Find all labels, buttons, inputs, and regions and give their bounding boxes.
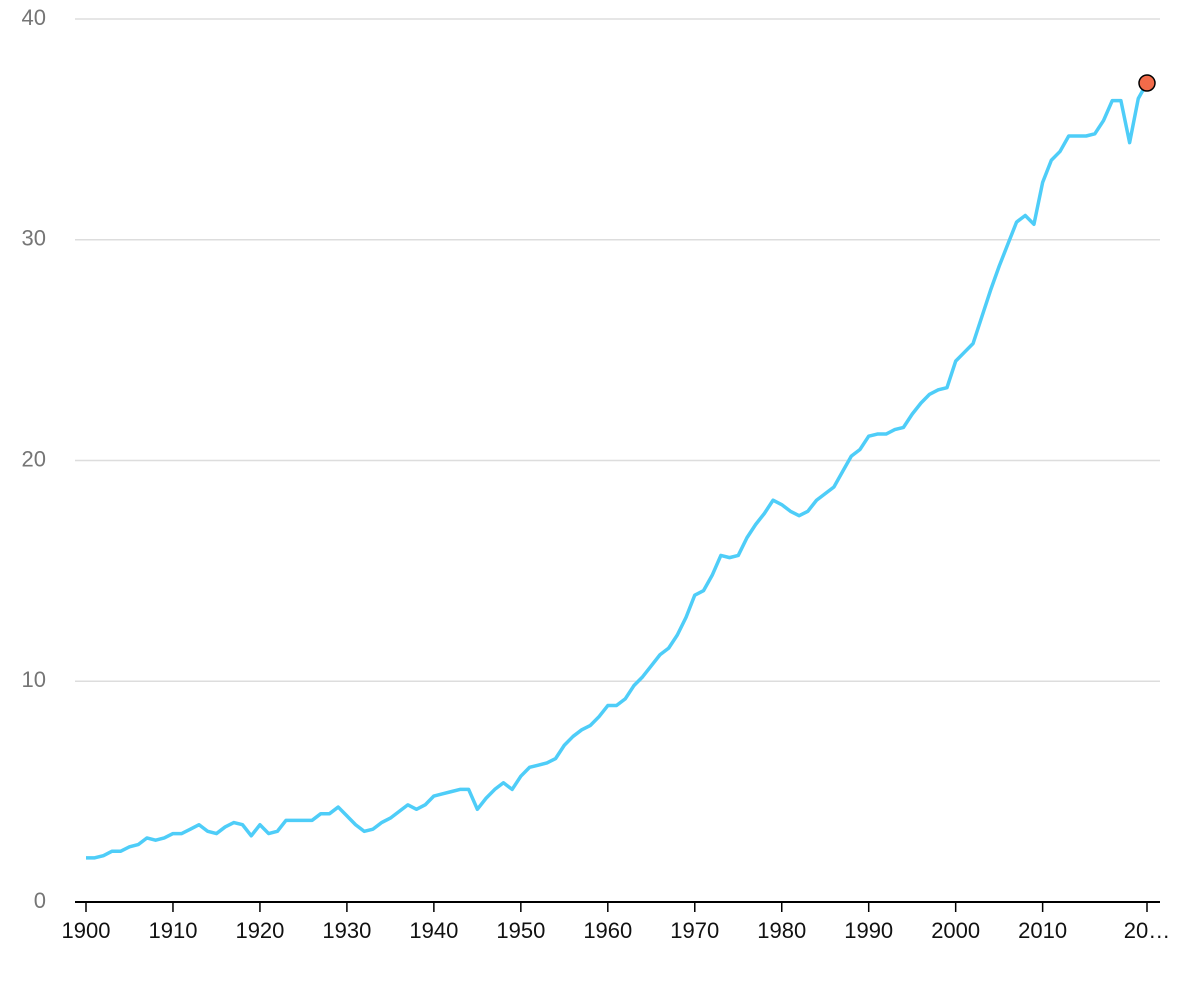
- x-tick-label: 2010: [1018, 918, 1067, 943]
- y-tick-label: 30: [22, 226, 46, 251]
- x-tick-label: 1910: [148, 918, 197, 943]
- x-tick-label: 1980: [757, 918, 806, 943]
- x-tick-label: 1950: [496, 918, 545, 943]
- x-tick-label: 1930: [322, 918, 371, 943]
- y-tick-label: 20: [22, 446, 46, 471]
- x-tick-label: 2000: [931, 918, 980, 943]
- x-tick-label: 1900: [62, 918, 111, 943]
- x-tick-label: 1940: [409, 918, 458, 943]
- end-marker: [1138, 74, 1156, 92]
- y-tick-label: 0: [34, 888, 46, 913]
- x-tick-label: 1920: [235, 918, 284, 943]
- x-tick-label: 1960: [583, 918, 632, 943]
- y-tick-label: 10: [22, 667, 46, 692]
- x-tick-label: 1990: [844, 918, 893, 943]
- data-line: [86, 82, 1149, 860]
- x-tick-label: 20…: [1124, 918, 1170, 943]
- y-tick-label: 40: [22, 5, 46, 30]
- x-tick-label: 1970: [670, 918, 719, 943]
